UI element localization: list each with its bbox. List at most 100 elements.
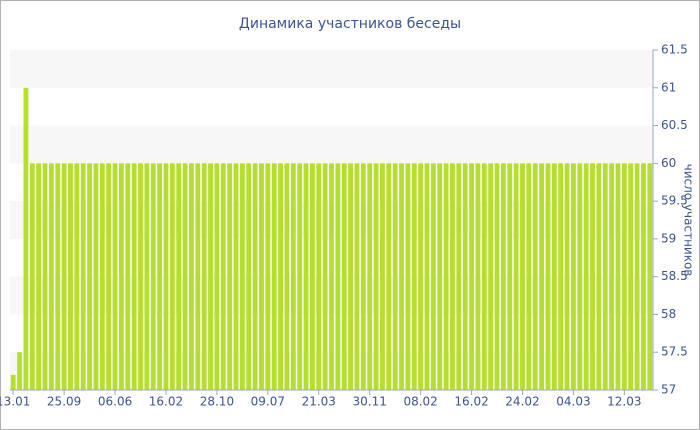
bar <box>367 163 373 390</box>
y-tick-label: 60 <box>661 156 676 170</box>
bar <box>545 163 551 390</box>
x-tick-label: 16.02 <box>454 395 488 409</box>
bar <box>634 163 640 390</box>
bar <box>564 163 570 390</box>
bar <box>150 163 156 390</box>
bar <box>61 163 67 390</box>
bar <box>532 163 538 390</box>
bar <box>322 163 328 390</box>
bar <box>430 163 436 390</box>
chart-title: Динамика участников беседы <box>239 16 461 32</box>
bar <box>392 163 398 390</box>
bar <box>169 163 175 390</box>
bar <box>488 163 494 390</box>
bar <box>539 163 545 390</box>
bar <box>87 163 92 390</box>
bar <box>303 163 309 390</box>
bar <box>227 163 233 390</box>
bar <box>17 352 22 390</box>
bar <box>583 163 589 390</box>
bar <box>647 163 653 390</box>
bar <box>615 163 621 390</box>
x-tick-label: 12.03 <box>607 395 641 409</box>
bar <box>297 163 303 390</box>
bar <box>399 163 404 390</box>
bar <box>23 87 29 391</box>
bar <box>42 163 48 390</box>
bar <box>341 163 347 390</box>
bar <box>494 163 500 390</box>
bar <box>265 163 271 390</box>
bar <box>577 163 583 390</box>
bar <box>424 163 430 390</box>
x-tick-label: 13.01 <box>0 395 30 409</box>
bar <box>125 163 131 390</box>
bar <box>571 163 576 390</box>
bar <box>48 163 54 390</box>
y-tick-label: 57.5 <box>661 345 688 359</box>
bar <box>208 163 213 390</box>
bar <box>360 163 366 390</box>
bar <box>443 163 449 390</box>
bar <box>316 163 322 390</box>
bar <box>507 163 513 390</box>
grid-band <box>10 50 653 88</box>
bar <box>189 163 194 390</box>
bar <box>526 163 532 390</box>
x-tick-label: 04.03 <box>556 395 590 409</box>
bar <box>596 163 602 390</box>
bar <box>118 163 124 390</box>
bar <box>475 163 481 390</box>
bar <box>329 163 334 390</box>
bar <box>513 163 519 390</box>
bar <box>74 163 80 390</box>
bar <box>437 163 443 390</box>
bar <box>131 163 137 390</box>
x-tick-label: 28.10 <box>200 395 234 409</box>
bar <box>112 163 118 390</box>
bar <box>462 163 468 390</box>
x-tick-label: 25.09 <box>47 395 81 409</box>
bar <box>195 163 201 390</box>
y-tick-label: 59.5 <box>661 194 688 208</box>
grid-band <box>10 125 653 164</box>
bar <box>80 163 86 390</box>
bar <box>641 163 646 390</box>
y-tick-label: 61 <box>661 80 676 94</box>
bar <box>284 163 290 390</box>
bar <box>335 163 341 390</box>
bar <box>551 163 557 390</box>
bar <box>628 163 634 390</box>
bar <box>621 163 627 390</box>
bar <box>29 163 35 390</box>
bar <box>386 163 392 390</box>
bar <box>456 163 462 390</box>
y-tick-label: 60.5 <box>661 118 688 132</box>
x-tick-label: 30.11 <box>353 395 387 409</box>
bar <box>609 163 615 390</box>
bar <box>163 163 169 390</box>
x-tick-label: 21.03 <box>302 395 336 409</box>
bar <box>68 163 73 390</box>
y-tick-label: 59 <box>661 231 676 245</box>
bar <box>309 163 315 390</box>
bar <box>500 163 506 390</box>
bar <box>290 163 296 390</box>
bar <box>233 163 239 390</box>
bar <box>93 163 99 390</box>
bar <box>278 163 283 390</box>
bar <box>373 163 379 390</box>
bar <box>246 163 252 390</box>
bar <box>590 163 595 390</box>
x-tick-label: 16.02 <box>149 395 183 409</box>
bar <box>271 163 277 390</box>
bar <box>220 163 226 390</box>
bar <box>138 163 143 390</box>
bar <box>380 163 385 390</box>
bar <box>418 163 424 390</box>
x-tick-label: 06.06 <box>98 395 132 409</box>
bar <box>354 163 360 390</box>
y-tick-label: 58 <box>661 307 676 321</box>
x-tick-label: 09.07 <box>251 395 285 409</box>
